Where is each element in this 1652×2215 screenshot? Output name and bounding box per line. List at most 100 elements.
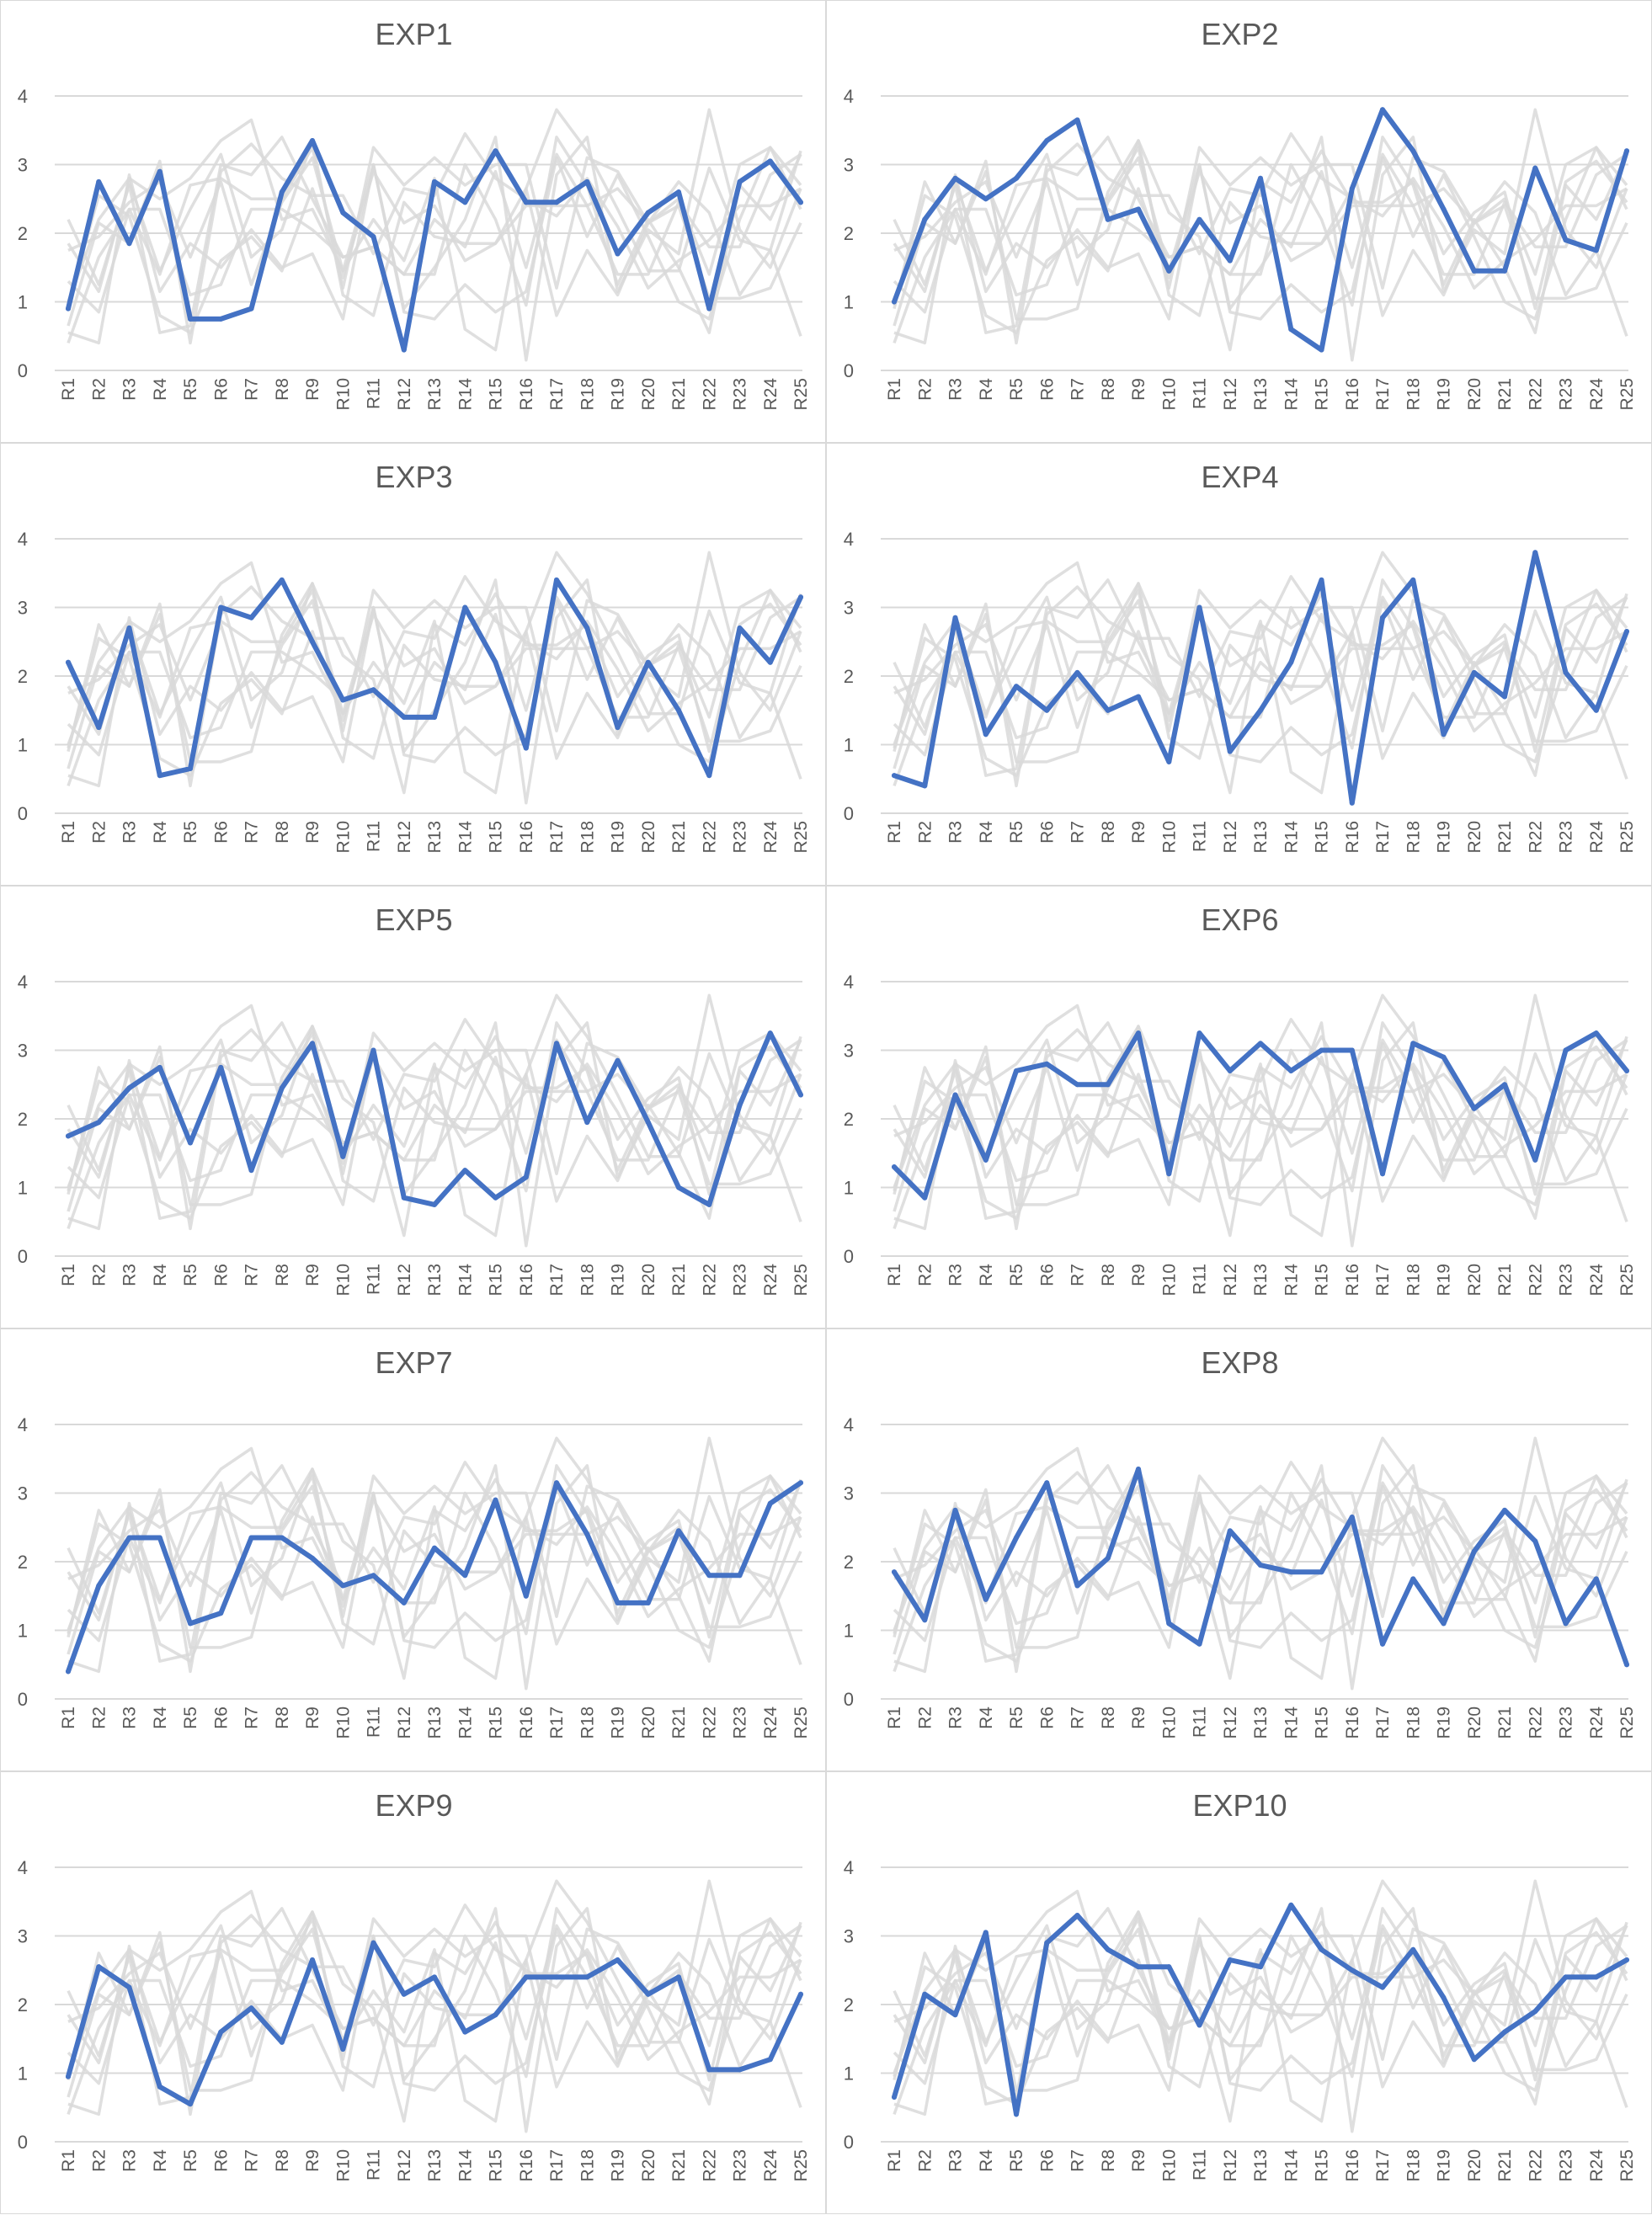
x-tick-label: R19 [1435, 821, 1454, 854]
data-point [279, 2039, 285, 2045]
x-tick-label: R22 [700, 821, 719, 854]
data-point [922, 216, 928, 222]
x-tick-label: R23 [1557, 378, 1576, 411]
x-tick-label: R19 [1435, 2149, 1454, 2182]
data-point [676, 189, 681, 195]
background-series-line-exp3 [67, 1021, 802, 1220]
x-tick-label: R9 [1129, 1707, 1148, 1729]
x-tick-label: R17 [547, 1707, 567, 1739]
data-point [983, 732, 989, 737]
y-tick-label: 0 [844, 1246, 854, 1267]
data-point [188, 1140, 193, 1146]
x-tick-label: R7 [1068, 1264, 1088, 1286]
data-point [737, 178, 743, 184]
x-tick-label: R17 [1373, 2149, 1393, 2182]
x-tick-label: R25 [1617, 1707, 1637, 1739]
data-point [523, 1974, 529, 1980]
x-tick-label: R5 [1007, 1264, 1026, 1286]
data-point [1166, 1171, 1172, 1177]
data-point [1136, 1964, 1141, 1970]
x-tick-label: R13 [1251, 1264, 1271, 1297]
y-tick-label: 2 [18, 1994, 28, 2015]
data-point [584, 625, 590, 631]
x-tick-label: R10 [333, 378, 353, 411]
background-series-line-exp8 [67, 1910, 802, 2108]
data-point [340, 1583, 346, 1589]
x-tick-label: R25 [1617, 1264, 1637, 1297]
y-tick-label: 0 [18, 2132, 28, 2153]
x-tick-label: R17 [1373, 821, 1393, 854]
data-point [432, 1974, 437, 1980]
data-point [1227, 258, 1233, 264]
data-point [706, 773, 712, 779]
data-point [1319, 1569, 1324, 1575]
background-series-line-exp6 [893, 1917, 1628, 2085]
x-tick-label: R5 [181, 1264, 200, 1286]
line-chart-svg: EXP5 0 1 2 3 4 R1 R2 R3 R4 R5 R6 R7 R8 R9 R10 R11 R12 R13 R… [18, 903, 811, 1297]
data-point [1258, 707, 1263, 713]
x-tick-label: R15 [487, 378, 506, 411]
y-tick-label: 1 [844, 1621, 854, 1642]
x-tick-label: R16 [1343, 1707, 1362, 1739]
y-tick-label: 2 [18, 223, 28, 244]
data-point [96, 1964, 102, 1970]
x-tick-label: R18 [578, 1707, 597, 1739]
x-tick-label: R21 [669, 2149, 689, 2182]
y-tick-label: 1 [18, 2063, 28, 2085]
x-tick-label: R13 [425, 1264, 445, 1297]
x-tick-label: R12 [1221, 821, 1240, 854]
data-point [1593, 1576, 1599, 1582]
data-point [188, 316, 193, 322]
data-point [370, 1047, 376, 1053]
x-tick-label: R16 [517, 1707, 536, 1739]
chart-panel-exp6: EXP6 0 1 2 3 4 R1 R2 R3 R4 R5 R6 R7 R8 R9 R10 R11 R12 R13 R… [826, 886, 1652, 1328]
x-tick-label: R25 [791, 2149, 811, 2182]
y-tick-label: 3 [844, 1926, 854, 1947]
data-point [1349, 1515, 1355, 1520]
x-tick-label: R13 [1251, 821, 1271, 854]
data-point [157, 1535, 163, 1541]
x-tick-label: R18 [1404, 2149, 1423, 2182]
x-tick-label: R11 [365, 378, 384, 409]
data-point [1471, 2057, 1477, 2063]
data-point [1380, 1171, 1385, 1177]
data-point [1532, 550, 1538, 556]
data-point [554, 200, 559, 205]
x-tick-label: R24 [1587, 1264, 1607, 1297]
data-point [1624, 629, 1629, 635]
background-series-line-exp4 [67, 1436, 802, 1691]
data-point [1014, 684, 1019, 690]
x-tick-label: R5 [181, 2149, 200, 2172]
x-tick-label: R20 [639, 1264, 658, 1297]
data-point [1349, 800, 1355, 806]
x-tick-label: R23 [1557, 821, 1576, 854]
background-series-line-exp6 [893, 1474, 1628, 1643]
data-point [922, 1617, 928, 1623]
x-tick-label: R6 [211, 1264, 231, 1286]
data-point [1410, 577, 1416, 583]
chart-title: EXP8 [1201, 1345, 1278, 1380]
x-tick-label: R19 [609, 1707, 628, 1739]
data-point [1441, 1994, 1447, 2000]
x-tick-label: R6 [1037, 378, 1057, 401]
x-tick-label: R22 [700, 378, 719, 411]
x-tick-label: R21 [1495, 2149, 1515, 2182]
x-tick-label: R24 [1587, 821, 1607, 854]
data-point [1410, 1576, 1416, 1582]
data-point [1593, 707, 1599, 713]
x-tick-label: R8 [273, 821, 292, 844]
x-tick-label: R25 [791, 1264, 811, 1297]
y-tick-label: 0 [844, 360, 854, 381]
x-tick-label: R12 [395, 1707, 414, 1739]
data-point [1288, 1068, 1294, 1073]
data-point [1074, 1082, 1080, 1088]
data-point [310, 1957, 315, 1963]
x-tick-label: R10 [333, 1707, 353, 1739]
x-tick-label: R6 [211, 378, 231, 401]
data-point [218, 1064, 224, 1070]
background-series-line-exp6 [893, 588, 1628, 757]
x-tick-label: R4 [151, 2149, 170, 2172]
data-point [66, 306, 71, 311]
x-tick-label: R12 [1221, 378, 1240, 411]
